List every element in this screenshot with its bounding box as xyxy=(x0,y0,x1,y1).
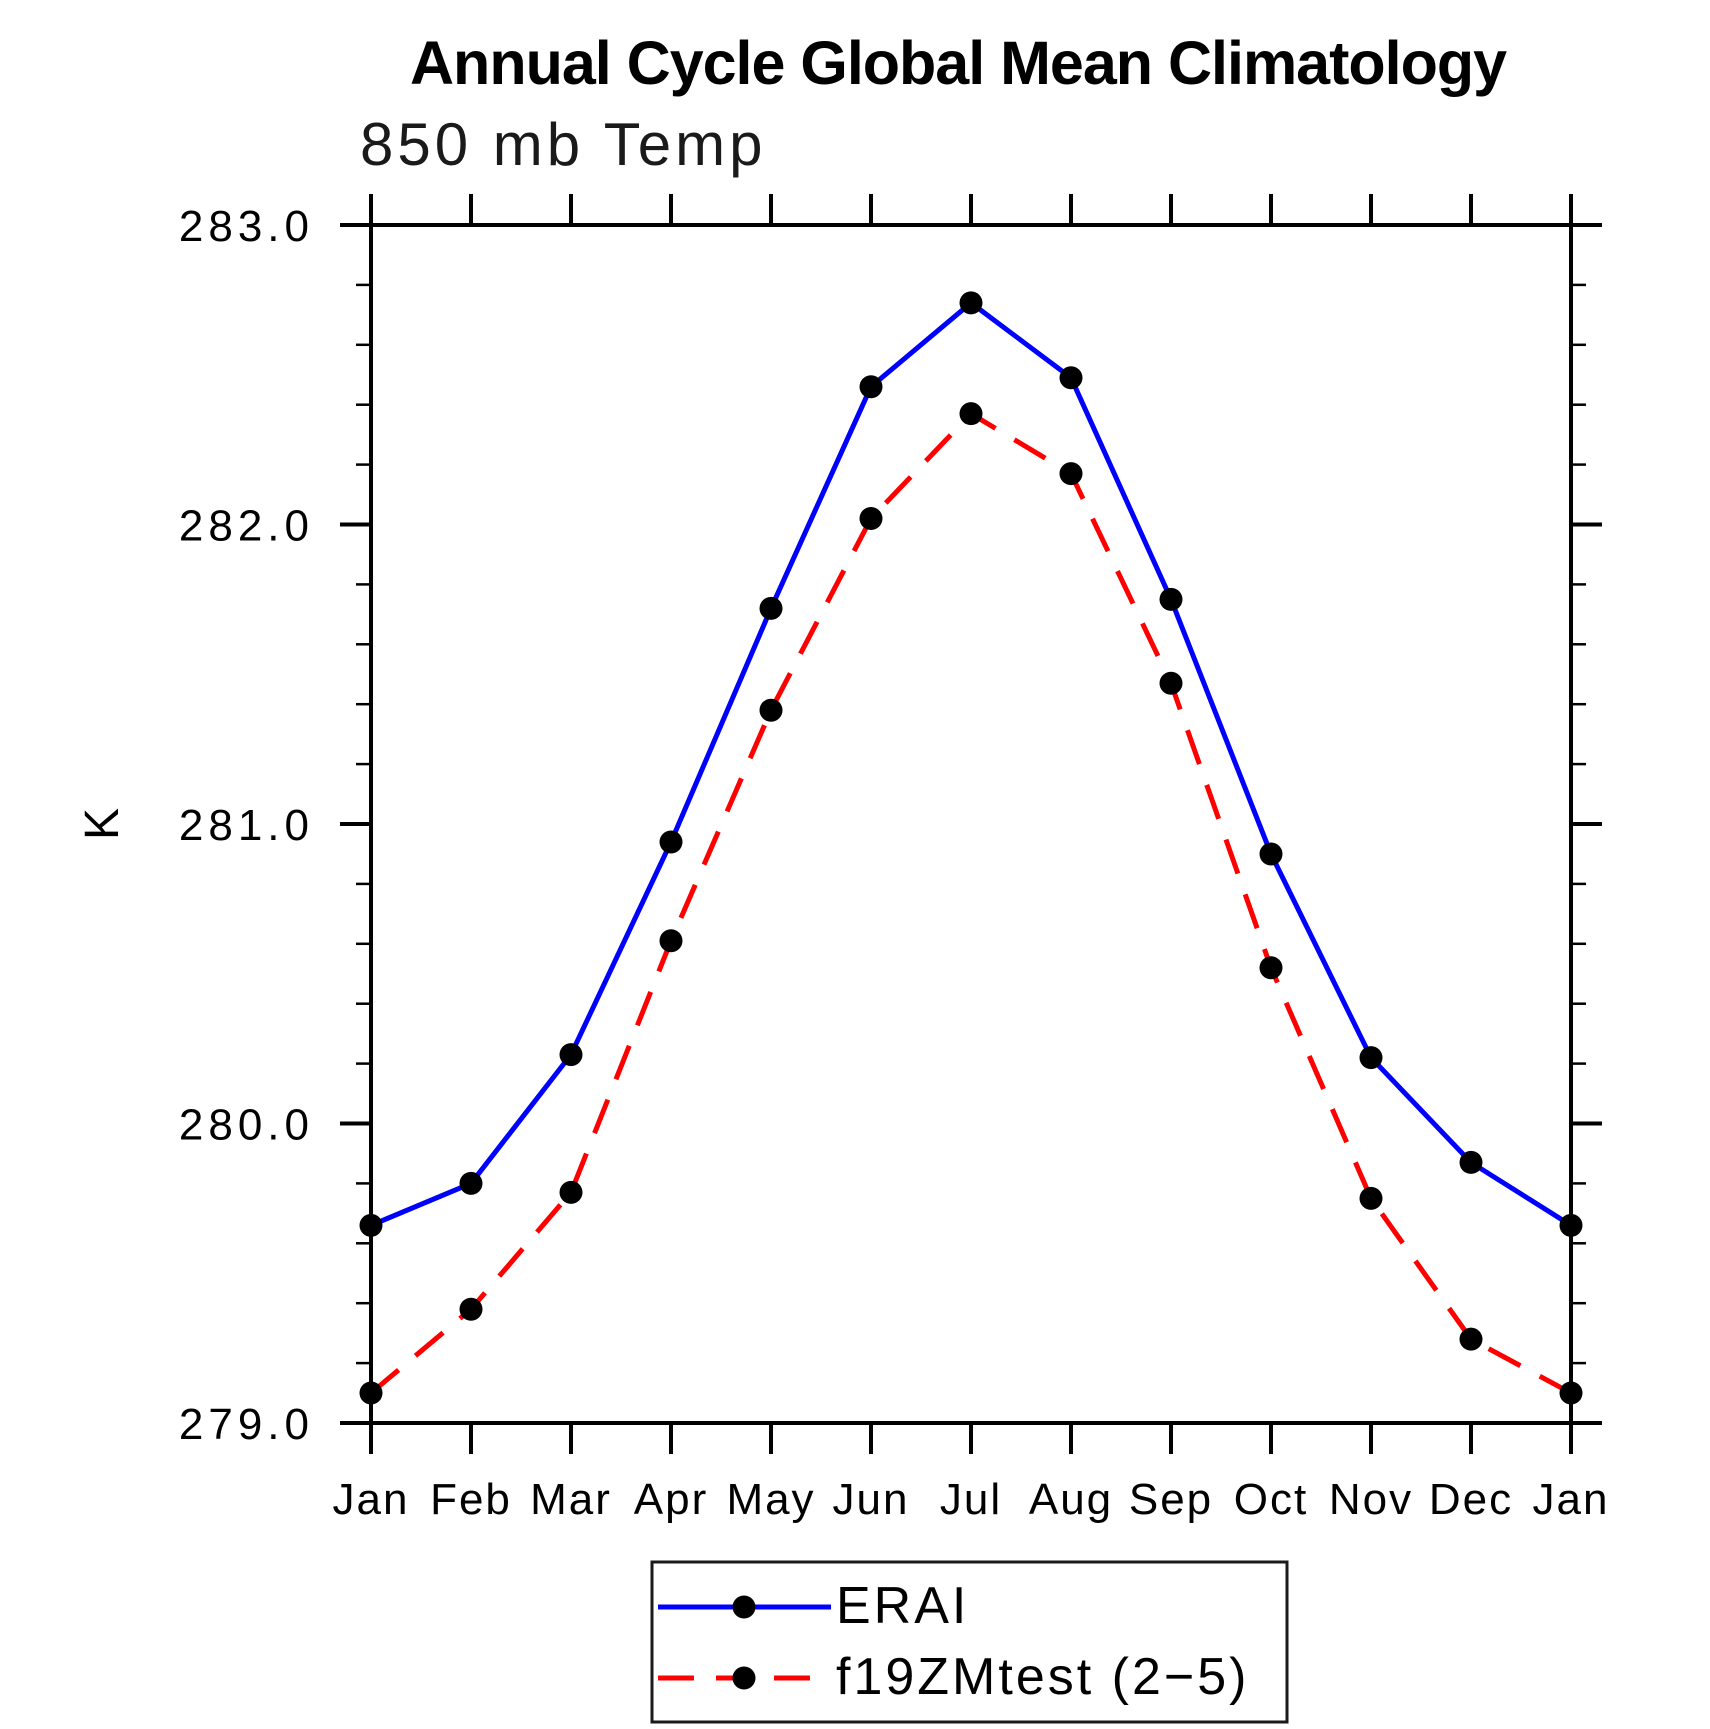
series-line-0 xyxy=(370,299,1573,1228)
data-point-marker xyxy=(759,596,783,620)
data-point-marker xyxy=(1159,587,1183,611)
x-tick-label: Nov xyxy=(1329,1475,1413,1524)
data-point-marker xyxy=(659,830,683,854)
data-point-marker xyxy=(1359,1046,1383,1070)
x-tick-label: Dec xyxy=(1429,1475,1513,1524)
legend-label-erai: ERAI xyxy=(836,1577,969,1635)
x-tick-label: Jan xyxy=(333,1475,410,1524)
axes xyxy=(340,194,1602,1454)
data-point-marker xyxy=(1559,1381,1583,1405)
legend-box xyxy=(650,1560,1289,1724)
data-point-marker xyxy=(1059,366,1083,390)
x-tick-label: Aug xyxy=(1029,1475,1113,1524)
chart-title: Annual Cycle Global Mean Climatology xyxy=(410,29,1507,97)
data-point-marker xyxy=(1459,1150,1483,1174)
data-point-marker xyxy=(859,375,883,399)
data-point-marker xyxy=(1259,956,1283,980)
legend-marker-erai xyxy=(732,1595,756,1619)
data-point-marker xyxy=(1359,1186,1383,1210)
data-point-marker xyxy=(359,1213,383,1237)
data-series xyxy=(359,291,1583,1405)
legend-entry-erai: ERAI xyxy=(658,1577,969,1635)
series-line-1 xyxy=(369,410,1573,1396)
data-point-marker xyxy=(1159,671,1183,695)
data-point-marker xyxy=(1559,1213,1583,1237)
data-point-marker xyxy=(359,1381,383,1405)
data-point-marker xyxy=(459,1297,483,1321)
data-point-marker xyxy=(559,1043,583,1067)
y-tick-label: 280.0 xyxy=(179,1101,314,1150)
x-tick-label: Mar xyxy=(530,1475,612,1524)
y-tick-label: 282.0 xyxy=(179,502,314,551)
x-tick-label: Apr xyxy=(634,1475,708,1524)
legend-marker-f19zmtest xyxy=(732,1666,756,1690)
x-tick-label: May xyxy=(726,1475,815,1524)
data-point-marker xyxy=(1059,462,1083,486)
data-point-marker xyxy=(659,929,683,953)
y-tick-label: 279.0 xyxy=(179,1400,314,1449)
x-tick-label: Oct xyxy=(1234,1475,1308,1524)
x-tick-label: Jul xyxy=(940,1475,1002,1524)
legend: ERAI f19ZMtest (2−5) xyxy=(650,1560,1289,1724)
data-point-marker xyxy=(559,1180,583,1204)
x-tick-label: Feb xyxy=(430,1475,512,1524)
data-point-marker xyxy=(959,402,983,426)
y-axis-title: K xyxy=(76,808,129,840)
legend-label-f19zmtest: f19ZMtest (2−5) xyxy=(836,1648,1249,1706)
data-point-marker xyxy=(459,1171,483,1195)
data-point-marker xyxy=(1459,1327,1483,1351)
x-axis-tick-labels: Jan Feb Mar Apr May Jun Jul Aug Sep Oct Nov Dec Jan xyxy=(333,1475,1610,1524)
x-tick-label: Sep xyxy=(1129,1475,1213,1524)
y-tick-label: 283.0 xyxy=(179,202,314,251)
data-point-marker xyxy=(759,698,783,722)
legend-entry-f19zmtest: f19ZMtest (2−5) xyxy=(658,1648,1249,1706)
x-tick-label: Jun xyxy=(833,1475,910,1524)
data-point-marker xyxy=(959,291,983,315)
y-axis-tick-labels: 279.0 280.0 281.0 282.0 283.0 xyxy=(179,202,314,1449)
data-point-marker xyxy=(859,507,883,531)
data-point-marker xyxy=(1259,842,1283,866)
y-tick-label: 281.0 xyxy=(179,801,314,850)
chart-subtitle: 850 mb Temp xyxy=(360,111,767,178)
x-tick-label: Jan xyxy=(1533,1475,1610,1524)
